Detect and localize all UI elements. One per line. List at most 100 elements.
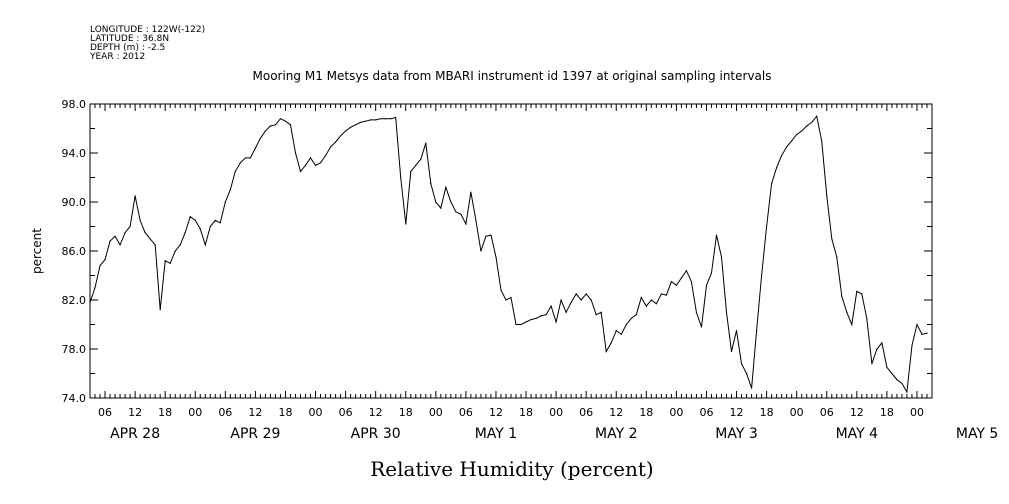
hour-tick-label: 06 <box>339 406 353 419</box>
data-point <box>575 293 577 295</box>
data-point <box>695 311 698 313</box>
data-point <box>811 121 813 123</box>
data-point <box>635 314 637 316</box>
hour-tick-label: 06 <box>459 406 473 419</box>
data-point <box>420 158 422 160</box>
data-point <box>861 293 863 295</box>
data-point <box>821 140 823 142</box>
day-label: MAY 5 <box>956 426 998 442</box>
data-point <box>455 211 457 213</box>
data-point <box>294 152 297 154</box>
data-point <box>485 235 487 237</box>
data-point <box>545 314 547 316</box>
data-point <box>319 162 322 164</box>
data-point <box>740 363 743 365</box>
day-label: APR 30 <box>351 426 401 442</box>
data-point <box>560 299 562 301</box>
day-label: APR 28 <box>110 426 160 442</box>
data-point <box>239 162 241 164</box>
data-point <box>921 333 923 335</box>
data-point <box>365 120 367 122</box>
data-point <box>370 119 372 121</box>
data-point <box>690 281 693 283</box>
hour-tick-label: 06 <box>820 406 834 419</box>
data-point <box>580 299 582 301</box>
metadata-year: YEAR : 2012 <box>89 52 145 62</box>
data-point <box>465 223 467 225</box>
data-point <box>264 130 266 132</box>
data-point <box>304 164 307 166</box>
hour-tick-label: 00 <box>910 406 924 419</box>
data-point <box>715 234 718 236</box>
data-point <box>505 299 507 301</box>
series-group <box>89 115 928 394</box>
data-point <box>876 348 878 350</box>
data-point <box>720 256 723 258</box>
data-point <box>470 191 472 193</box>
data-point <box>751 387 753 389</box>
hour-tick-label: 18 <box>519 406 533 419</box>
data-point <box>871 363 873 365</box>
data-point <box>660 293 663 295</box>
data-point <box>685 270 688 272</box>
data-point <box>279 118 282 120</box>
day-label: MAY 4 <box>836 426 879 442</box>
data-point <box>906 391 908 393</box>
data-point <box>615 330 617 332</box>
hour-tick-label: 18 <box>278 406 292 419</box>
data-point <box>901 382 903 384</box>
day-label: MAY 3 <box>715 426 757 442</box>
data-point <box>500 289 502 291</box>
data-point <box>735 330 738 332</box>
y-tick-label: 86.0 <box>62 245 87 258</box>
y-tick-label: 94.0 <box>62 147 87 160</box>
data-point <box>826 195 828 197</box>
data-point <box>535 317 537 319</box>
data-point <box>781 154 783 157</box>
data-point <box>791 140 793 142</box>
data-point <box>435 201 437 203</box>
hour-tick-label: 06 <box>218 406 232 419</box>
data-point <box>891 372 893 375</box>
data-point <box>314 164 317 166</box>
hour-tick-label: 12 <box>369 406 383 419</box>
data-point <box>851 323 853 326</box>
day-label: MAY 2 <box>595 426 637 442</box>
data-point <box>670 281 673 283</box>
series-line <box>89 115 928 394</box>
data-point <box>234 170 236 172</box>
data-point <box>309 157 312 159</box>
data-point <box>916 323 918 326</box>
metadata-latitude: LATITUDE : 36.8N <box>90 34 169 44</box>
data-point <box>154 244 156 246</box>
x-axis-label: Relative Humidity (percent) <box>370 457 653 481</box>
data-point <box>886 366 888 368</box>
data-point <box>530 319 532 321</box>
hour-tick-label: 12 <box>128 406 142 419</box>
data-point <box>866 317 868 319</box>
data-point <box>771 183 773 185</box>
data-point <box>610 342 612 344</box>
data-point <box>645 305 647 307</box>
data-point <box>725 311 728 313</box>
hour-tick-label: 18 <box>760 406 774 419</box>
data-point <box>209 225 211 228</box>
hour-tick-label: 00 <box>790 406 804 419</box>
data-point <box>540 315 542 317</box>
data-point <box>595 314 597 316</box>
minor-ticks <box>89 104 933 398</box>
data-point <box>440 207 442 209</box>
data-point <box>796 134 798 136</box>
data-point <box>710 272 713 274</box>
data-point <box>124 232 126 234</box>
hour-tick-label: 18 <box>158 406 172 419</box>
hour-tick-label: 12 <box>489 406 503 419</box>
data-point <box>345 130 347 132</box>
data-point <box>605 350 607 353</box>
data-point <box>254 147 256 149</box>
data-point <box>289 124 292 126</box>
metadata-block: LONGITUDE : 122W(-122) LATITUDE : 36.8N … <box>89 25 205 62</box>
data-point <box>555 321 557 323</box>
data-point <box>430 183 432 185</box>
hour-tick-label: 18 <box>639 406 653 419</box>
